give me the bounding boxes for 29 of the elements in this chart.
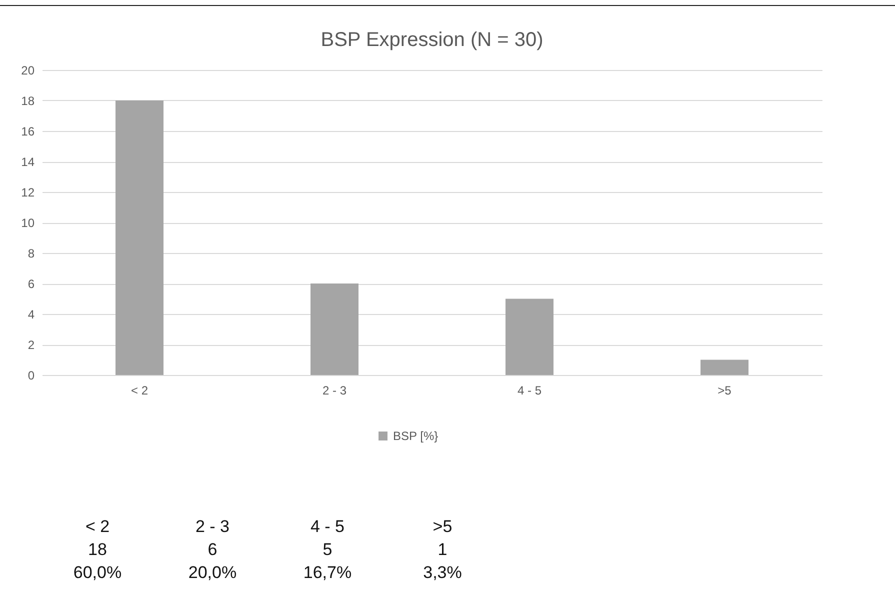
- text: 60,0%: [72, 562, 123, 584]
- text: 1: [436, 539, 448, 561]
- x-tick-label: 2 - 3: [322, 384, 347, 398]
- x-tick-label: >5: [718, 384, 732, 398]
- text: 6: [206, 539, 218, 561]
- x-tick-label: < 2: [130, 384, 148, 398]
- y-tick-label: 10: [21, 216, 35, 230]
- text: 20,0%: [187, 562, 238, 584]
- chart-title: BSP Expression (N = 30): [320, 29, 544, 51]
- y-tick-label: 6: [28, 277, 35, 291]
- category-label: >5: [432, 517, 452, 536]
- text: 5: [322, 539, 334, 561]
- y-tick-label: 14: [21, 155, 35, 169]
- x-tick-label: 4 - 5: [517, 384, 542, 398]
- text: 16,7%: [302, 562, 353, 584]
- category-label: 4 - 5: [310, 517, 345, 536]
- legend-label: BSP [%}: [393, 429, 438, 443]
- y-tick-label: 8: [28, 246, 35, 260]
- y-tick-label: 18: [21, 94, 35, 108]
- category-label: 2 - 3: [195, 517, 230, 536]
- y-tick-label: 2: [28, 338, 35, 352]
- y-tick-label: 12: [21, 186, 35, 200]
- y-tick-label: 20: [21, 64, 35, 78]
- category-label: < 2: [85, 517, 110, 536]
- text: 3,3%: [422, 562, 463, 584]
- y-tick-label: 16: [21, 124, 35, 138]
- text: 18: [87, 539, 108, 561]
- y-tick-label: 0: [28, 368, 35, 382]
- y-tick-label: 4: [28, 308, 35, 322]
